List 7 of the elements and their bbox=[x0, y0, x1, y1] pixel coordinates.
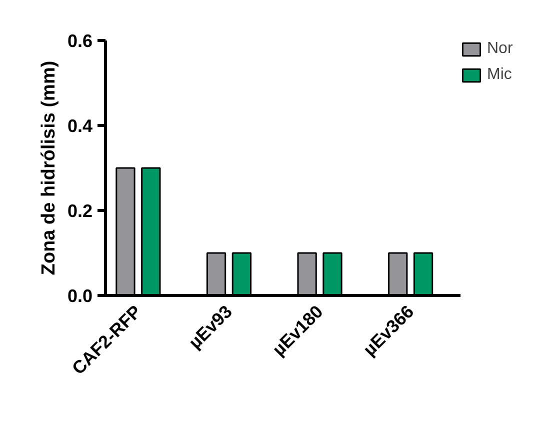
legend-label: Nor bbox=[487, 40, 513, 58]
y-tick-label: 0.2 bbox=[67, 201, 93, 221]
y-tick-label: 0.4 bbox=[67, 116, 93, 136]
y-tick-label: 0.0 bbox=[67, 286, 93, 306]
legend-label: Mic bbox=[487, 66, 512, 84]
y-tick-label: 0.6 bbox=[67, 31, 93, 51]
y-axis-title: Zona de hidrólisis (mm) bbox=[38, 60, 60, 276]
